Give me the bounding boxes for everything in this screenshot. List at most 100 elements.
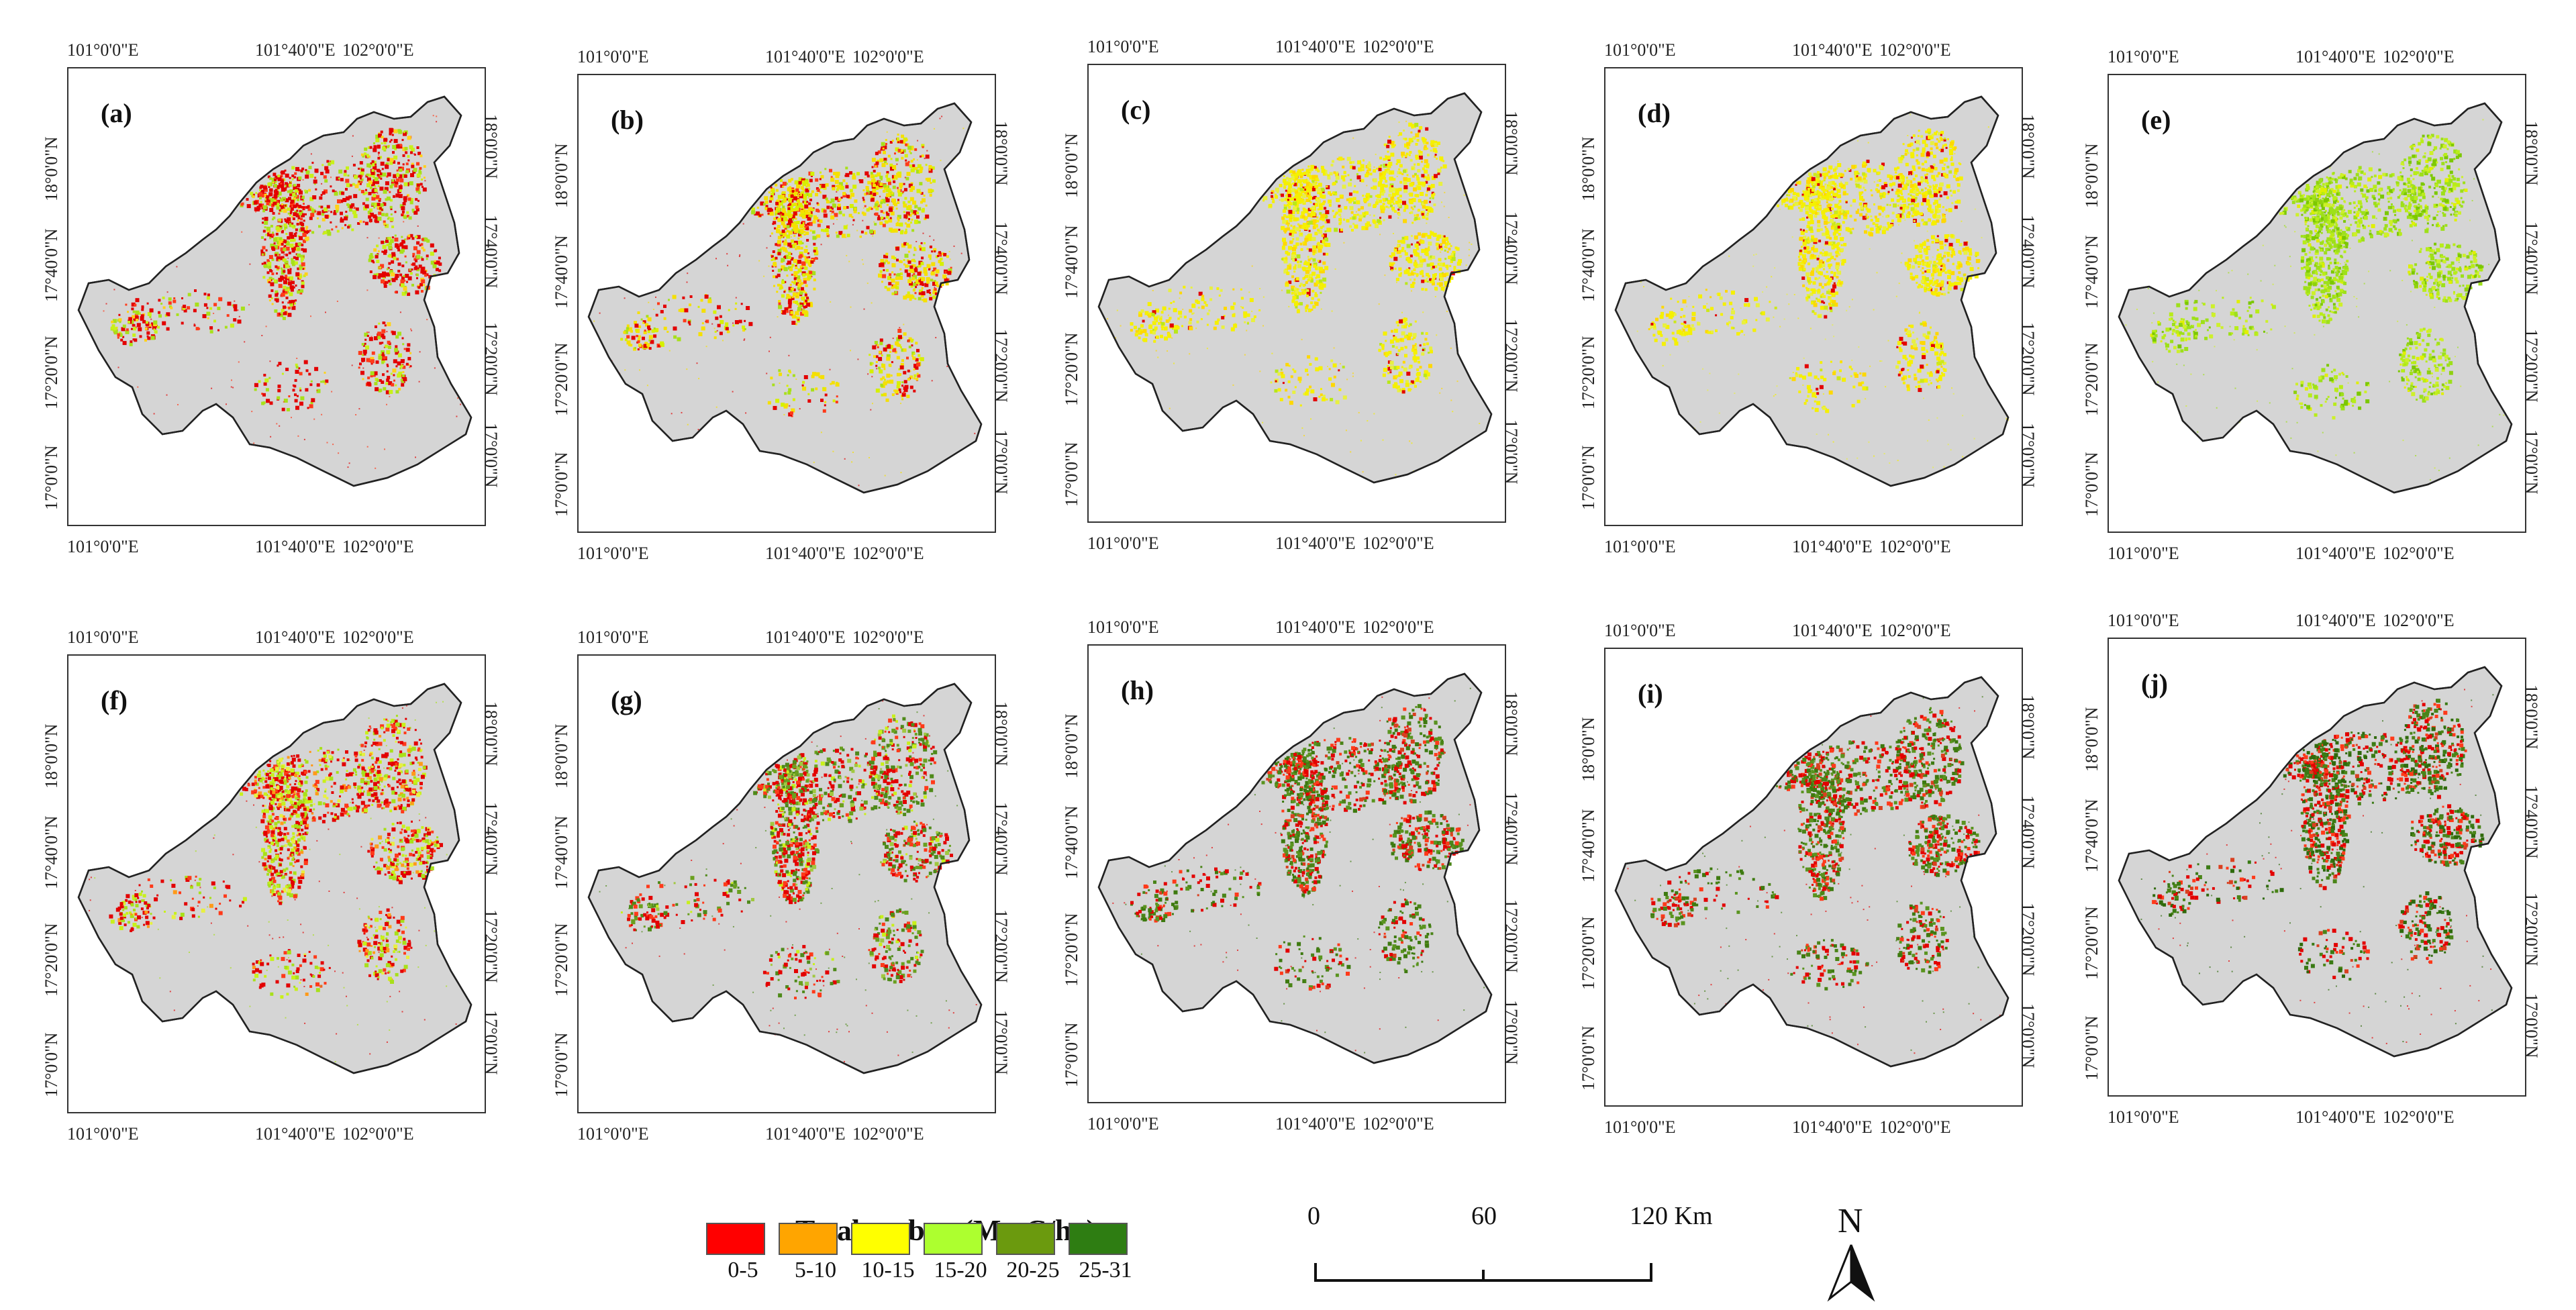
carbon-pixel	[353, 164, 356, 166]
carbon-pixel	[646, 315, 648, 317]
carbon-pixel	[1413, 333, 1417, 337]
carbon-pixel	[281, 179, 284, 183]
carbon-pixel	[366, 332, 368, 333]
carbon-pixel	[1409, 183, 1414, 187]
carbon-pixel	[1399, 372, 1403, 376]
carbon-pixel	[393, 195, 395, 198]
carbon-pixel	[1440, 248, 1443, 250]
carbon-pixel	[745, 412, 746, 413]
carbon-pixel	[1311, 280, 1314, 283]
carbon-pixel	[272, 234, 275, 236]
carbon-pixel	[1338, 156, 1342, 160]
carbon-pixel	[922, 287, 924, 289]
longitude-label: 102°0'0"E	[342, 537, 414, 557]
carbon-pixel	[1453, 266, 1456, 268]
carbon-pixel	[365, 192, 368, 195]
carbon-pixel	[376, 245, 379, 248]
carbon-pixel	[304, 190, 306, 192]
carbon-pixel	[378, 250, 380, 252]
carbon-pixel	[289, 205, 291, 207]
carbon-pixel	[160, 303, 162, 305]
carbon-pixel	[1279, 184, 1283, 187]
carbon-pixel	[921, 277, 925, 281]
carbon-pixel	[1431, 145, 1433, 147]
carbon-pixel	[906, 357, 909, 360]
carbon-pixel	[1300, 243, 1303, 246]
carbon-pixel	[776, 189, 779, 192]
carbon-pixel	[1448, 243, 1450, 245]
carbon-pixel	[1324, 207, 1326, 209]
carbon-pixel	[1441, 201, 1442, 203]
map-frame	[1087, 64, 1506, 523]
latitude-label: 17°20'0"N	[1062, 333, 1082, 406]
carbon-pixel	[867, 373, 869, 374]
carbon-pixel	[770, 211, 774, 215]
carbon-pixel	[366, 358, 370, 362]
carbon-pixel	[377, 217, 381, 221]
carbon-pixel	[864, 232, 867, 235]
carbon-pixel	[900, 366, 904, 370]
carbon-pixel	[1405, 380, 1409, 383]
carbon-pixel	[804, 266, 807, 270]
carbon-pixel	[327, 205, 330, 209]
carbon-pixel	[1387, 140, 1391, 144]
carbon-pixel	[1259, 370, 1260, 372]
carbon-pixel	[1367, 420, 1368, 421]
carbon-pixel	[732, 323, 734, 324]
carbon-pixel	[903, 201, 905, 204]
carbon-pixel	[914, 221, 918, 224]
carbon-pixel	[1432, 256, 1435, 259]
carbon-pixel	[287, 191, 290, 193]
carbon-pixel	[273, 238, 277, 242]
carbon-pixel	[1145, 333, 1148, 336]
carbon-pixel	[1436, 245, 1438, 247]
carbon-pixel	[162, 321, 166, 325]
carbon-pixel	[299, 212, 302, 215]
carbon-pixel	[367, 237, 368, 238]
carbon-pixel	[787, 391, 791, 395]
carbon-pixel	[417, 250, 421, 254]
carbon-pixel	[639, 369, 640, 370]
carbon-pixel	[1373, 169, 1376, 172]
carbon-pixel	[316, 213, 317, 215]
carbon-pixel	[1430, 350, 1433, 354]
carbon-pixel	[289, 300, 292, 303]
carbon-pixel	[293, 184, 296, 187]
carbon-pixel	[1335, 193, 1337, 195]
carbon-pixel	[385, 357, 387, 359]
carbon-pixel	[909, 346, 911, 348]
carbon-pixel	[123, 341, 127, 345]
carbon-pixel	[1412, 175, 1415, 178]
carbon-pixel	[1289, 233, 1292, 236]
carbon-pixel	[352, 136, 354, 137]
carbon-pixel	[673, 327, 677, 331]
carbon-pixel	[1436, 334, 1437, 336]
carbon-pixel	[436, 121, 437, 122]
carbon-pixel	[438, 269, 441, 272]
carbon-pixel	[638, 340, 640, 343]
carbon-pixel	[1161, 328, 1163, 330]
carbon-pixel	[671, 413, 673, 414]
carbon-pixel	[804, 201, 807, 203]
carbon-pixel	[397, 362, 401, 366]
carbon-pixel	[381, 209, 383, 211]
carbon-pixel	[901, 381, 903, 383]
carbon-pixel	[624, 297, 626, 299]
carbon-pixel	[399, 274, 402, 276]
carbon-pixel	[137, 387, 138, 388]
carbon-pixel	[1469, 249, 1470, 250]
carbon-pixel	[791, 321, 795, 325]
carbon-pixel	[882, 274, 886, 279]
carbon-pixel	[384, 142, 387, 144]
carbon-pixel	[793, 197, 797, 201]
carbon-pixel	[1158, 322, 1160, 325]
carbon-pixel	[304, 439, 305, 440]
carbon-pixel	[778, 236, 781, 240]
carbon-pixel	[812, 236, 816, 240]
carbon-pixel	[281, 309, 285, 312]
carbon-pixel	[301, 228, 305, 232]
carbon-pixel	[793, 301, 795, 303]
carbon-pixel	[376, 181, 379, 184]
carbon-pixel	[1322, 397, 1326, 401]
carbon-pixel	[1391, 252, 1395, 256]
